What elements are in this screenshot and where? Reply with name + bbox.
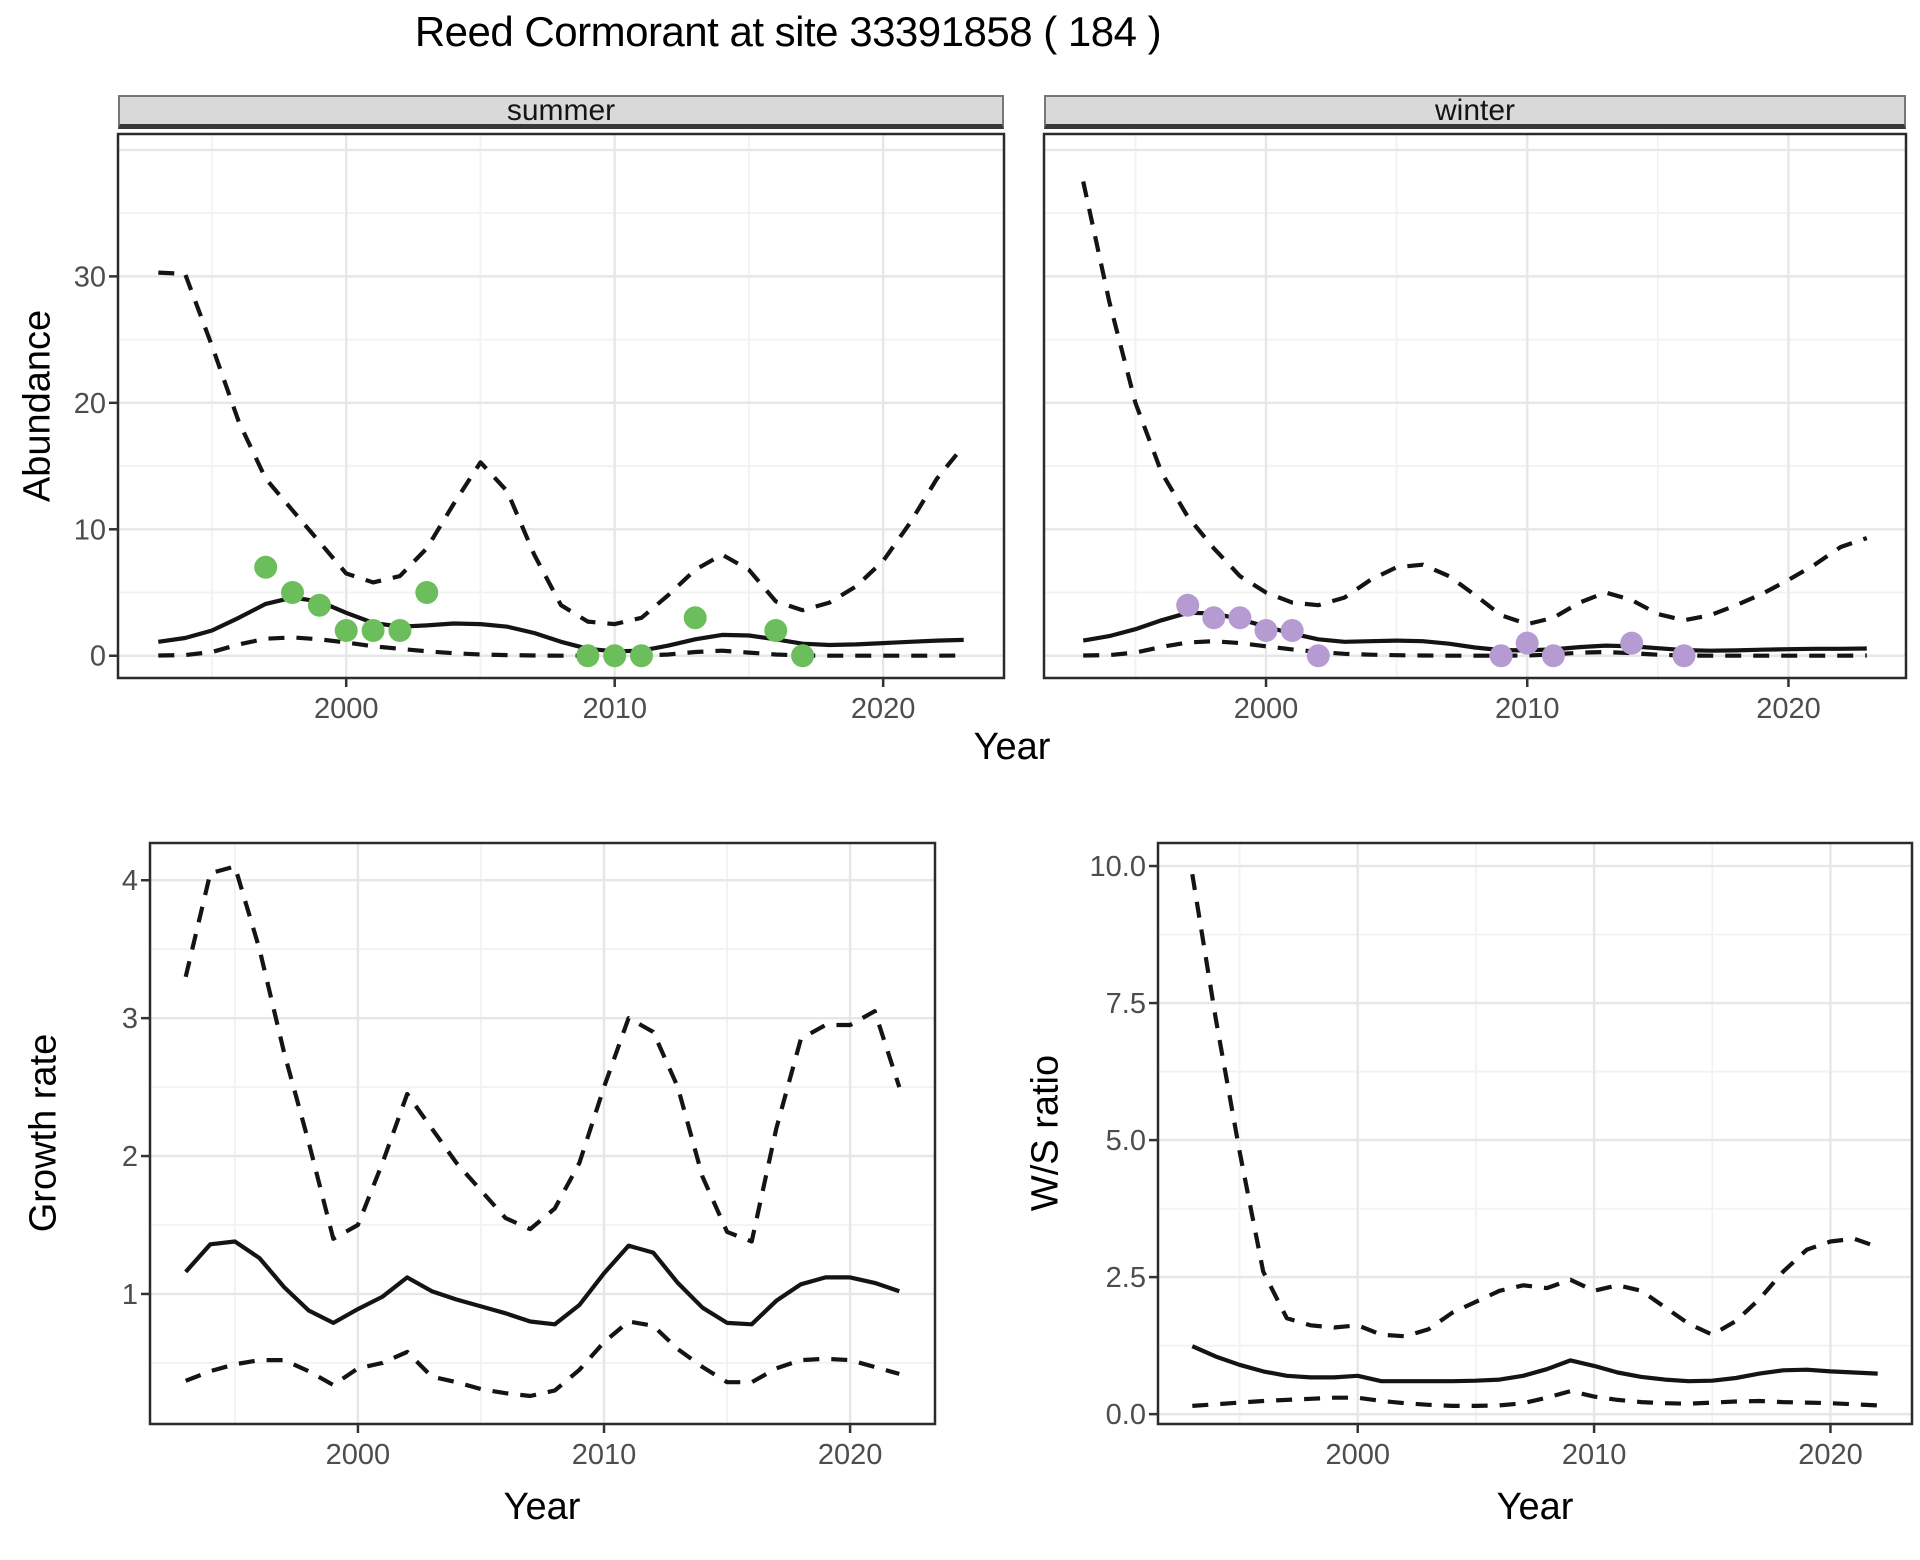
ws-mean_fit-line bbox=[1191, 1344, 1878, 1384]
x-tick-label: 2000 bbox=[314, 693, 379, 725]
panel-growth-rate: 2000 2010 2020 1 2 3 4 bbox=[122, 841, 937, 1471]
summer-lower_95ci-line bbox=[158, 635, 964, 658]
panel-background bbox=[150, 843, 935, 1424]
x-axis-title-year-top: Year bbox=[973, 726, 1051, 768]
x-tick-label: 2000 bbox=[1325, 1439, 1390, 1471]
y-axis-title-ws-ratio: W/S ratio bbox=[1024, 1054, 1067, 1212]
y-tick-label: 1 bbox=[122, 1279, 138, 1311]
y-tick-label: 10 bbox=[74, 514, 106, 546]
x-tick-label: 2010 bbox=[1562, 1439, 1627, 1471]
ws-lower_95ci-line bbox=[1192, 1389, 1878, 1408]
observed_counts_winter-point bbox=[1280, 619, 1304, 642]
winter-lower_95ci-line bbox=[1083, 639, 1867, 658]
facet-strip-summer-label: summer bbox=[506, 93, 616, 127]
panel-border bbox=[116, 132, 1006, 680]
x-tick-label: 2000 bbox=[326, 1439, 391, 1471]
panel-border bbox=[1156, 841, 1914, 1426]
observed_counts_winter-point bbox=[1228, 606, 1252, 630]
panel-abundance-summer: 2000 2010 2020 0 10 20 30 bbox=[74, 132, 1006, 725]
x-tick-label: 2020 bbox=[1798, 1439, 1863, 1471]
facet-strip-winter-label: winter bbox=[1434, 93, 1516, 127]
observed_counts_winter-point bbox=[1672, 644, 1696, 668]
panel-background bbox=[118, 134, 1004, 678]
panel-background bbox=[1044, 134, 1906, 678]
x-axis-title-year-ws: Year bbox=[1496, 1486, 1574, 1528]
observed_counts_winter-point bbox=[1306, 644, 1330, 668]
y-tick-label: 4 bbox=[122, 865, 138, 897]
observed_counts_summer-point bbox=[764, 619, 788, 642]
y-tick-label: 3 bbox=[122, 1003, 138, 1035]
observed_counts_winter-point bbox=[1515, 631, 1539, 655]
ws-upper_95ci-line bbox=[1190, 873, 1879, 1339]
observed_counts_summer-point bbox=[281, 581, 304, 604]
y-tick-label: 2 bbox=[122, 1141, 138, 1173]
panel-background bbox=[1158, 843, 1912, 1424]
facet-strip-summer: summer bbox=[118, 93, 1004, 129]
x-tick-label: 2020 bbox=[818, 1439, 883, 1471]
y-tick-label: 10.0 bbox=[1090, 851, 1146, 883]
x-tick-label: 2020 bbox=[851, 693, 916, 725]
x-tick-label: 2010 bbox=[582, 693, 647, 725]
facet-strip-winter: winter bbox=[1044, 93, 1906, 129]
observed_counts_winter-point bbox=[1176, 593, 1200, 617]
y-tick-label: 7.5 bbox=[1106, 988, 1146, 1020]
x-axis-title-year-growth: Year bbox=[503, 1486, 581, 1528]
growth-mean_fit-line bbox=[184, 1239, 900, 1327]
y-tick-label: 2.5 bbox=[1106, 1262, 1146, 1294]
y-tick-label: 20 bbox=[74, 388, 106, 420]
observed_counts_winter-point bbox=[1202, 606, 1226, 630]
growth-lower_95ci-line bbox=[184, 1319, 900, 1399]
observed_counts_winter-point bbox=[1620, 631, 1644, 655]
observed_counts_winter-point bbox=[1254, 619, 1278, 642]
y-tick-label: 5.0 bbox=[1106, 1125, 1146, 1157]
figure-title: Reed Cormorant at site 33391858 ( 184 ) bbox=[414, 8, 1162, 55]
x-tick-label: 2020 bbox=[1756, 693, 1821, 725]
y-axis-title-abundance: Abundance bbox=[16, 309, 59, 503]
y-axis-title-growth-rate: Growth rate bbox=[22, 1033, 65, 1233]
y-tick-label: 0.0 bbox=[1106, 1399, 1146, 1431]
winter-upper_95ci-line bbox=[1081, 181, 1868, 627]
observed_counts_summer-point bbox=[630, 644, 653, 668]
observed_counts_summer-point bbox=[254, 555, 278, 579]
y-tick-label: 30 bbox=[74, 261, 106, 293]
observed_counts_summer-point bbox=[791, 644, 815, 668]
x-tick-label: 2000 bbox=[1234, 693, 1299, 725]
observed_counts_summer-point bbox=[307, 593, 331, 617]
observed_counts_summer-point bbox=[361, 619, 385, 642]
y-tick-label: 0 bbox=[90, 641, 106, 673]
panel-border bbox=[148, 841, 937, 1426]
observed_counts_winter-point bbox=[1541, 644, 1565, 668]
observed_counts_winter-point bbox=[1489, 644, 1513, 668]
growth-upper_95ci-line bbox=[183, 864, 902, 1244]
panel-abundance-winter: 2000 2010 2020 bbox=[1042, 132, 1908, 725]
panel-ws-ratio: 2000 2010 2020 0.0 2.5 5.0 7.5 10.0 bbox=[1090, 841, 1914, 1471]
observed_counts_summer-point bbox=[683, 606, 707, 630]
panel-border bbox=[1042, 132, 1908, 680]
observed_counts_summer-point bbox=[334, 619, 358, 642]
observed_counts_summer-point bbox=[603, 644, 627, 668]
x-tick-label: 2010 bbox=[1495, 693, 1560, 725]
observed_counts_summer-point bbox=[415, 581, 439, 604]
x-tick-label: 2010 bbox=[572, 1439, 637, 1471]
observed_counts_summer-point bbox=[576, 644, 600, 668]
summer-upper_95ci-line bbox=[158, 270, 966, 627]
observed_counts_summer-point bbox=[388, 619, 412, 642]
